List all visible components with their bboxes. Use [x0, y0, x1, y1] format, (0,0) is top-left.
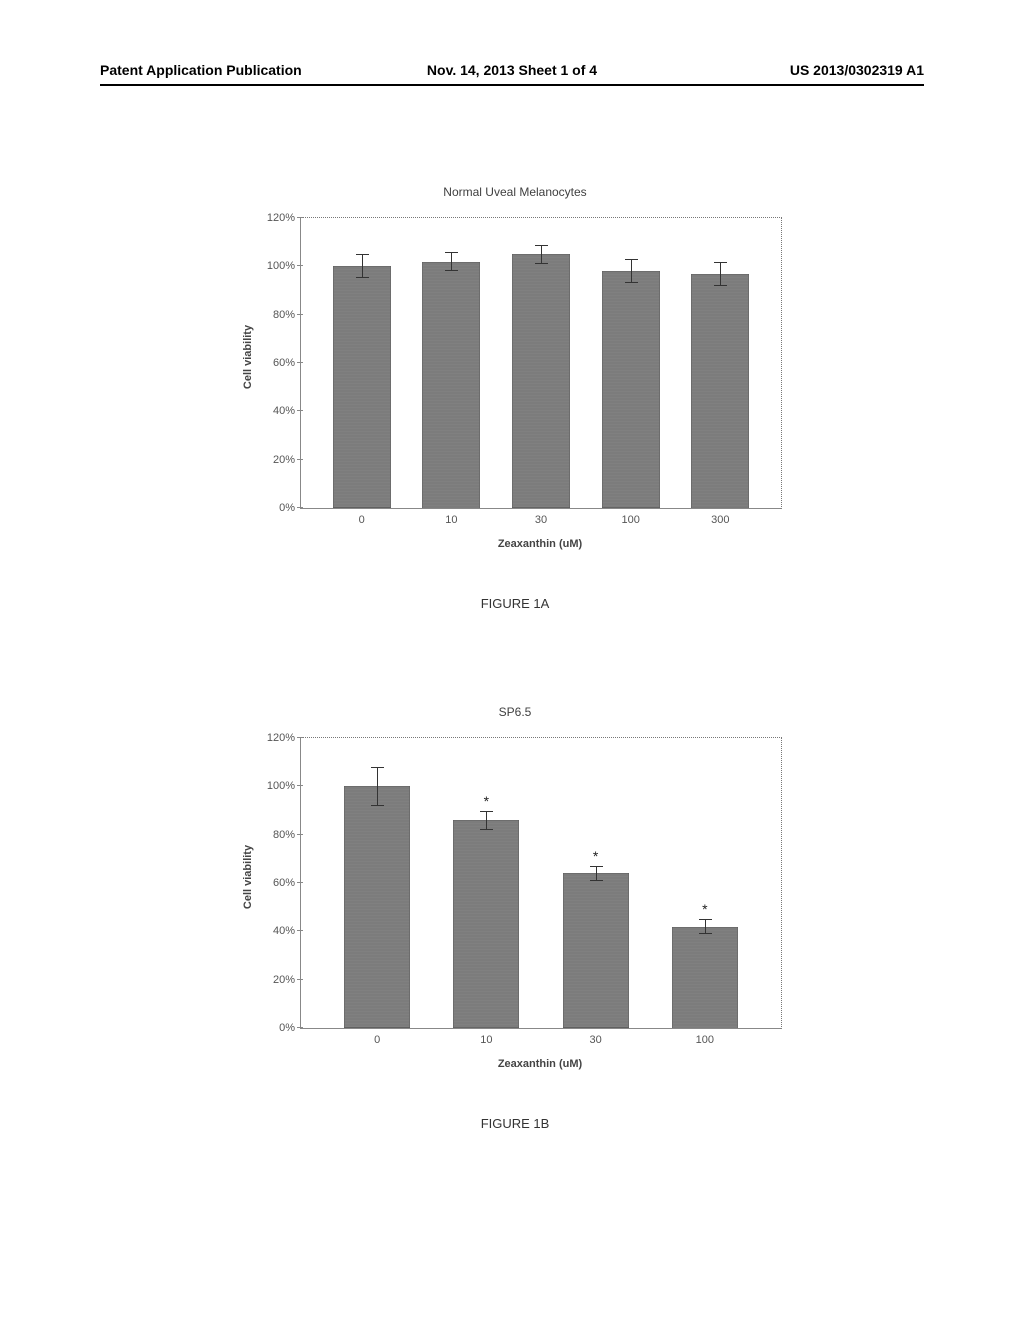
ytick-label: 80% [255, 830, 295, 840]
error-bar [486, 811, 487, 830]
bar-group: *10 [453, 738, 519, 1028]
bar [691, 274, 749, 508]
ytick-label: 0% [255, 503, 295, 513]
page-header: Patent Application Publication Nov. 14, … [0, 62, 1024, 86]
figure-1a-caption: FIGURE 1A [230, 596, 800, 611]
bar [453, 820, 519, 1028]
ytick-label: 60% [255, 878, 295, 888]
ytick-label: 60% [255, 358, 295, 368]
bar-group: *100 [672, 738, 738, 1028]
chart1-xlabel: Zeaxanthin (uM) [300, 538, 780, 550]
chart1-plot: 0%20%40%60%80%100%120%01030100300 [300, 217, 782, 509]
bar-group: 100 [602, 218, 660, 508]
bar-group: 0 [333, 218, 391, 508]
xtick-label: 30 [556, 1034, 636, 1046]
header-rule [100, 84, 924, 86]
chart2-xlabel: Zeaxanthin (uM) [300, 1058, 780, 1070]
bar-group: 0 [344, 738, 410, 1028]
xtick-label: 0 [337, 1034, 417, 1046]
significance-marker: * [593, 848, 598, 864]
bar-group: 300 [691, 218, 749, 508]
error-bar [596, 866, 597, 881]
chart2-box: Cell viability 0%20%40%60%80%100%120%0*1… [230, 727, 800, 1082]
ytick-label: 80% [255, 310, 295, 320]
bar-group: 30 [512, 218, 570, 508]
ytick-label: 20% [255, 455, 295, 465]
figure-1b-caption: FIGURE 1B [230, 1116, 800, 1131]
xtick-label: 100 [591, 514, 671, 526]
chart2-title: SP6.5 [230, 705, 800, 719]
error-bar [720, 262, 721, 286]
significance-marker: * [702, 901, 707, 917]
error-bar [451, 252, 452, 271]
bar [563, 873, 629, 1028]
figure-1b: SP6.5 Cell viability 0% 20% 40% 60% 80% 100% 1… [230, 705, 800, 1131]
ytick-label: 40% [255, 926, 295, 936]
xtick-label: 300 [680, 514, 760, 526]
header-right: US 2013/0302319 A1 [790, 62, 924, 78]
ytick-label: 40% [255, 406, 295, 416]
ytick-label: 20% [255, 975, 295, 985]
xtick-label: 10 [411, 514, 491, 526]
error-bar [705, 919, 706, 934]
ytick-label: 100% [255, 781, 295, 791]
error-bar [362, 254, 363, 278]
error-bar [631, 259, 632, 283]
xtick-label: 100 [665, 1034, 745, 1046]
chart1-title: Normal Uveal Melanocytes [230, 185, 800, 199]
ytick-label: 120% [255, 213, 295, 223]
bar [512, 254, 570, 508]
figure-1a: Normal Uveal Melanocytes Cell viability … [230, 185, 800, 611]
bar [344, 786, 410, 1028]
chart1-ylabel-text: Cell viability [242, 325, 254, 389]
bar [422, 262, 480, 509]
page: Patent Application Publication Nov. 14, … [0, 0, 1024, 1320]
ytick-label: 0% [255, 1023, 295, 1033]
error-bar [377, 767, 378, 806]
bar [602, 271, 660, 508]
chart1-box: Cell viability 0%20%40%60%80%100%120%010… [230, 207, 800, 562]
bar-group: *30 [563, 738, 629, 1028]
error-bar [541, 245, 542, 264]
xtick-label: 10 [446, 1034, 526, 1046]
chart2-ylabel-text: Cell viability [242, 845, 254, 909]
significance-marker: * [484, 793, 489, 809]
xtick-label: 30 [501, 514, 581, 526]
ytick-label: 120% [255, 733, 295, 743]
ytick-label: 100% [255, 261, 295, 271]
chart2-plot: 0%20%40%60%80%100%120%0*10*30*100 [300, 737, 782, 1029]
bar [672, 927, 738, 1029]
bar [333, 266, 391, 508]
xtick-label: 0 [322, 514, 402, 526]
bar-group: 10 [422, 218, 480, 508]
